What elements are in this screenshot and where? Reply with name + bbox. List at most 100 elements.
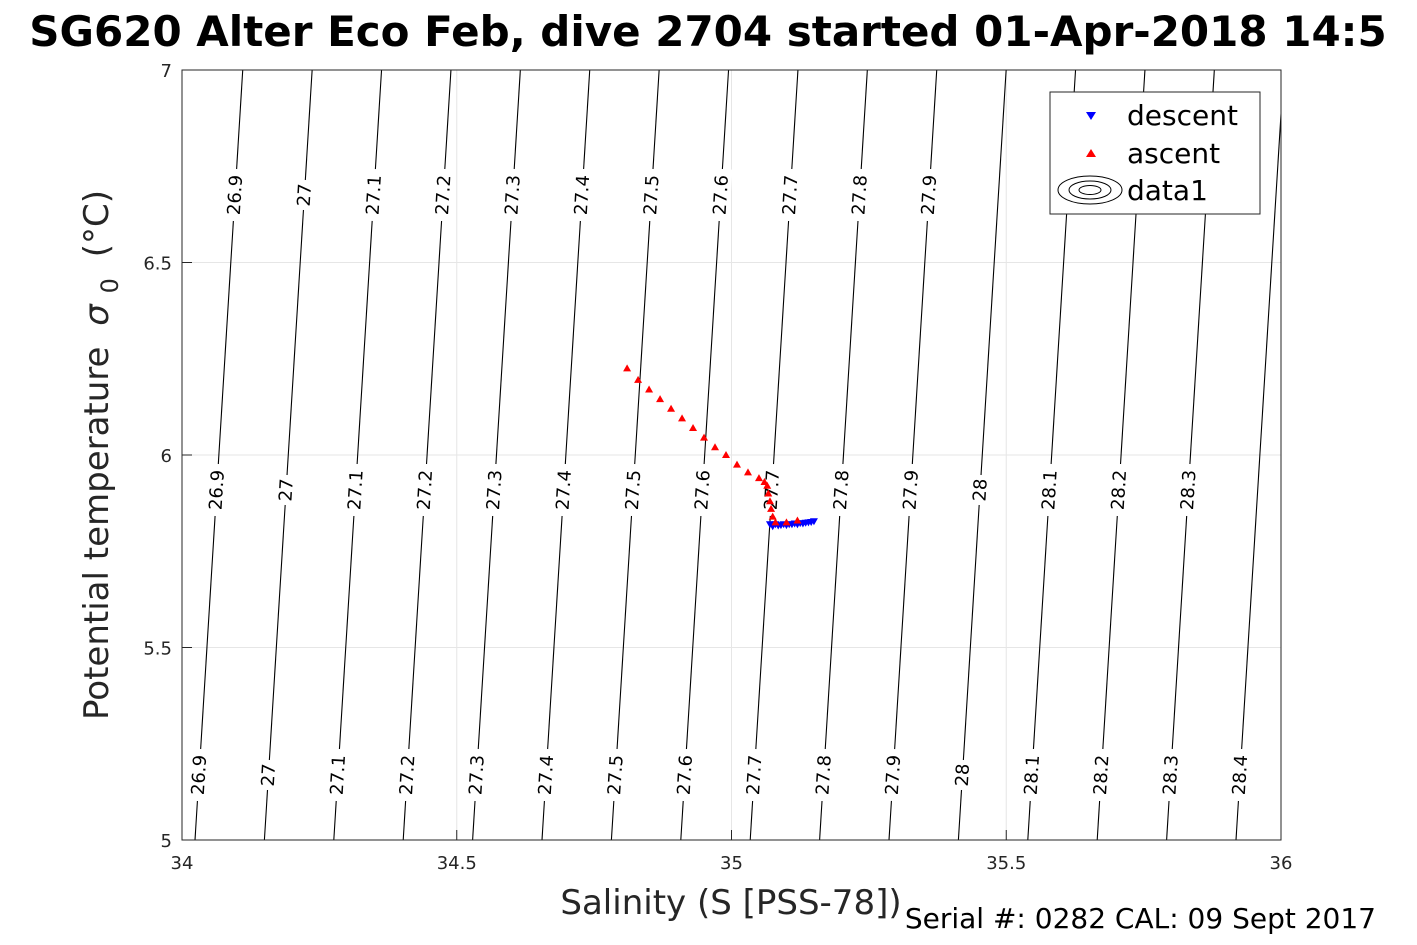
contour-label-bg (846, 168, 872, 222)
x-tick-label: 35.5 (986, 853, 1026, 874)
contour-label-bg (967, 474, 992, 506)
contour-label-group: 27.9 (879, 748, 905, 802)
contour-label-group: 27.8 (846, 168, 872, 222)
contour-label: 28.2 (1090, 754, 1113, 795)
contour-label-bg (1105, 463, 1131, 517)
legend-label-descent: descent (1127, 99, 1238, 132)
contour-label-bg (550, 463, 576, 517)
ascent-point (732, 460, 741, 468)
contour-label-group: 26.9 (221, 168, 247, 222)
contour-label-bg (688, 463, 715, 517)
ascent-point (711, 443, 720, 451)
contour-label: 28.3 (1159, 754, 1182, 795)
contour-label-bg (915, 168, 941, 222)
contour-label-bg (1157, 748, 1183, 802)
contour-label-group: 27.4 (532, 748, 558, 802)
legend-item-descent: descent (1086, 99, 1238, 132)
contour-label: 27.4 (571, 174, 594, 215)
contour-label-bg (532, 748, 558, 802)
contour-label-bg (480, 463, 506, 517)
contour-label-group: 28.4 (1226, 748, 1252, 802)
contour-label-bg (1018, 748, 1044, 802)
contour-label-group: 27.1 (341, 463, 368, 517)
ascent-point (768, 512, 777, 520)
isopycnal-line (1235, 105, 1281, 840)
contour-label-group: 27.6 (671, 748, 697, 802)
series-ascent (623, 364, 802, 526)
contour-label-group: 27.9 (897, 463, 923, 517)
contour-label-bg (1174, 463, 1200, 517)
legend-item-ascent: ascent (1086, 137, 1220, 170)
contour-icon (1057, 175, 1123, 205)
ascent-point (782, 518, 791, 526)
contour-label-group: 27.8 (827, 463, 854, 517)
y-tick-label: 6.5 (143, 254, 172, 275)
contour-label-group: 28 (967, 474, 992, 506)
contour-label: 28.1 (1021, 754, 1044, 795)
contour-label-bg (619, 463, 645, 517)
contour-label-bg (758, 463, 784, 517)
contour-label: 27.1 (327, 754, 350, 795)
y-axis-label-unit: (°C) (77, 190, 117, 257)
contour-label-group: 27.3 (499, 168, 525, 222)
contour-label: 27 (275, 478, 297, 502)
contour-label-group: 26.9 (203, 463, 229, 517)
contour-label-bg (360, 168, 386, 222)
ascent-point (765, 497, 774, 505)
contour-label-bg (740, 748, 766, 802)
legend-label-data1: data1 (1127, 174, 1208, 207)
contour-label: 27.7 (779, 174, 802, 215)
contour-label-group: 28.2 (1105, 463, 1131, 517)
contour-label-bg (221, 168, 247, 222)
contour-label-bg (897, 463, 923, 517)
ascent-point (634, 375, 643, 383)
contour-label-bg (393, 748, 419, 802)
x-tick-label: 34.5 (437, 853, 477, 874)
ascent-point (771, 518, 780, 526)
contour-label-group: 27.6 (707, 168, 733, 222)
contour-label-bg (707, 168, 733, 222)
contour-label: 27.4 (535, 754, 558, 795)
contour-label-bg (341, 463, 368, 517)
contour-label: 27.5 (604, 754, 627, 795)
contour-label: 27.3 (465, 754, 488, 795)
contour-label: 27.9 (918, 174, 941, 215)
contour-label-group: 26.9 (185, 748, 211, 802)
contour-label-bg (810, 748, 836, 802)
contour-label-bg (255, 759, 280, 791)
contour-label-group: 28.3 (1174, 463, 1201, 517)
contour-label: 28 (952, 763, 974, 787)
contour-label: 28.1 (1038, 469, 1061, 510)
contour-label-bg (291, 179, 316, 211)
contour-label: 28.3 (1177, 469, 1200, 510)
contour-label-group: 27.7 (740, 748, 766, 802)
contour-label: 26.9 (224, 174, 247, 215)
contour-label: 27.1 (344, 469, 367, 510)
contour-label-bg (203, 463, 229, 517)
contour-label-group: 27 (291, 179, 316, 211)
contour-label: 27.6 (691, 469, 714, 510)
contour-label: 27.3 (483, 469, 506, 510)
y-axis-label-subscript: 0 (96, 278, 124, 293)
contour-label-group: 27.4 (568, 168, 594, 222)
series-layer (623, 364, 818, 531)
ascent-point (667, 404, 676, 412)
chart-title: SG620 Alter Eco Feb, dive 2704 started 0… (29, 7, 1386, 56)
contour-label-group: 27.6 (688, 463, 715, 517)
contour-label: 28.2 (1108, 469, 1131, 510)
contour-label-group: 27.7 (758, 463, 784, 517)
x-tick-label: 34 (171, 853, 194, 874)
legend-label-ascent: ascent (1127, 137, 1220, 170)
contour-label: 27.8 (830, 469, 853, 510)
descent-point (809, 518, 818, 526)
ascent-point (764, 489, 773, 497)
x-tick-label: 36 (1270, 853, 1293, 874)
contour-label: 27.2 (396, 754, 419, 795)
contour-label: 26.9 (205, 469, 228, 510)
x-axis-label: Salinity (S [PSS-78]) (560, 883, 901, 923)
contour-label-group: 27.3 (480, 463, 507, 517)
ascent-point (763, 481, 772, 489)
y-tick-label: 5.5 (143, 639, 172, 660)
ascent-point (754, 474, 763, 482)
